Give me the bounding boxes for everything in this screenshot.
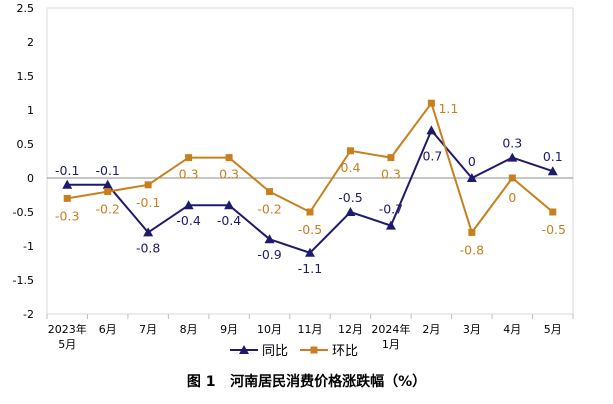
legend: 同比 环比 <box>230 344 358 359</box>
x-tick-label: 12月 <box>338 323 363 336</box>
y-tick-label: 2.5 <box>17 2 35 15</box>
x-tick-label: 11月 <box>298 323 323 336</box>
y-tick-label: 0 <box>27 172 34 185</box>
data-point <box>427 99 435 107</box>
data-point <box>507 152 518 162</box>
data-point <box>264 234 275 244</box>
data-point <box>345 207 356 216</box>
data-label-yoy: 0 <box>468 154 476 169</box>
data-point <box>387 154 395 162</box>
data-label-mom: 0.4 <box>341 160 361 175</box>
y-tick-label: 0.5 <box>17 138 35 151</box>
x-tick-label: 4月 <box>503 323 521 336</box>
data-point <box>508 174 516 182</box>
legend-marker <box>310 346 318 354</box>
data-label-mom: -0.3 <box>55 208 79 223</box>
y-tick-label: 1.5 <box>17 70 35 83</box>
data-label-yoy: -0.7 <box>379 202 403 217</box>
data-point <box>547 166 558 176</box>
data-point <box>385 220 396 230</box>
data-point <box>305 247 315 257</box>
data-label-yoy: 0.7 <box>422 148 442 163</box>
data-point <box>143 227 154 237</box>
data-label-mom: -0.2 <box>95 202 119 217</box>
data-point <box>225 154 233 162</box>
data-label-mom: 0.3 <box>381 167 401 182</box>
line-chart: -2 -1.5 -1 -0.5 0 0.5 1 1.5 2 2.5 2023年 5月 6月 7月 8月 9月 1… <box>13 2 574 359</box>
data-label-mom: -0.2 <box>257 202 281 217</box>
series-mom <box>63 99 557 236</box>
data-point <box>102 179 113 189</box>
data-point <box>224 200 235 210</box>
legend-label: 环比 <box>332 344 358 359</box>
y-tick-label: -1.5 <box>13 274 34 287</box>
data-label-yoy: 0.1 <box>543 149 563 164</box>
data-point <box>62 179 73 189</box>
chart-area: -2 -1.5 -1 -0.5 0 0.5 1 1.5 2 2.5 2023年 5月 6月 7月 8月 9月 1… <box>13 2 574 359</box>
data-label-yoy: -0.1 <box>95 163 119 178</box>
data-point <box>183 200 194 210</box>
data-point <box>549 208 557 216</box>
x-tick-label: 7月 <box>139 323 157 336</box>
y-tick-label: -1 <box>23 240 34 253</box>
data-label-yoy: 0.3 <box>502 136 522 151</box>
data-point <box>306 208 314 216</box>
data-label-mom: 1.1 <box>438 101 458 116</box>
y-tick-label: -0.5 <box>13 206 34 219</box>
x-tick-label: 2024年 1月 <box>371 322 410 351</box>
x-tick-label: 3月 <box>463 323 481 336</box>
data-point <box>266 188 274 196</box>
data-label-mom: -0.5 <box>298 222 322 237</box>
x-tick-label: 8月 <box>180 323 198 336</box>
legend-marker <box>239 345 249 354</box>
data-point <box>144 181 152 189</box>
data-label-yoy: -0.8 <box>136 240 160 255</box>
data-point <box>346 147 354 155</box>
data-point <box>104 188 112 196</box>
data-label-yoy: -0.9 <box>257 247 281 262</box>
data-point <box>468 228 476 236</box>
x-tick-label: 6月 <box>99 323 117 336</box>
data-point <box>63 194 71 202</box>
data-label-yoy: -0.5 <box>338 190 362 205</box>
data-point <box>466 173 477 182</box>
plot-frame <box>46 7 574 315</box>
y-tick-label: 2 <box>27 36 34 49</box>
x-tick-label: 2月 <box>422 323 440 336</box>
data-point <box>426 125 437 135</box>
x-tick-label: 10月 <box>257 323 282 336</box>
data-label-mom: -0.1 <box>136 195 160 210</box>
data-label-yoy: -1.1 <box>298 261 322 276</box>
data-label-mom: 0.3 <box>219 167 239 182</box>
data-label-mom: -0.5 <box>542 222 566 237</box>
data-label-mom: 0 <box>508 190 516 205</box>
data-label-yoy: -0.4 <box>176 213 200 228</box>
x-tick-label: 2023年 5月 <box>48 322 87 351</box>
figure-caption: 图 1 河南居民消费价格涨跌幅（%） <box>186 374 427 390</box>
y-tick-label: 1 <box>27 104 34 117</box>
series-yoy <box>62 125 558 257</box>
y-tick-label: -2 <box>23 308 34 321</box>
data-point <box>185 154 193 162</box>
x-tick-label: 9月 <box>220 323 238 336</box>
data-label-mom: 0.3 <box>179 167 199 182</box>
data-label-yoy: -0.1 <box>55 163 79 178</box>
legend-label: 同比 <box>262 344 288 359</box>
data-label-yoy: -0.4 <box>217 213 241 228</box>
x-tick-label: 5月 <box>544 323 562 336</box>
data-label-mom: -0.8 <box>460 242 484 257</box>
